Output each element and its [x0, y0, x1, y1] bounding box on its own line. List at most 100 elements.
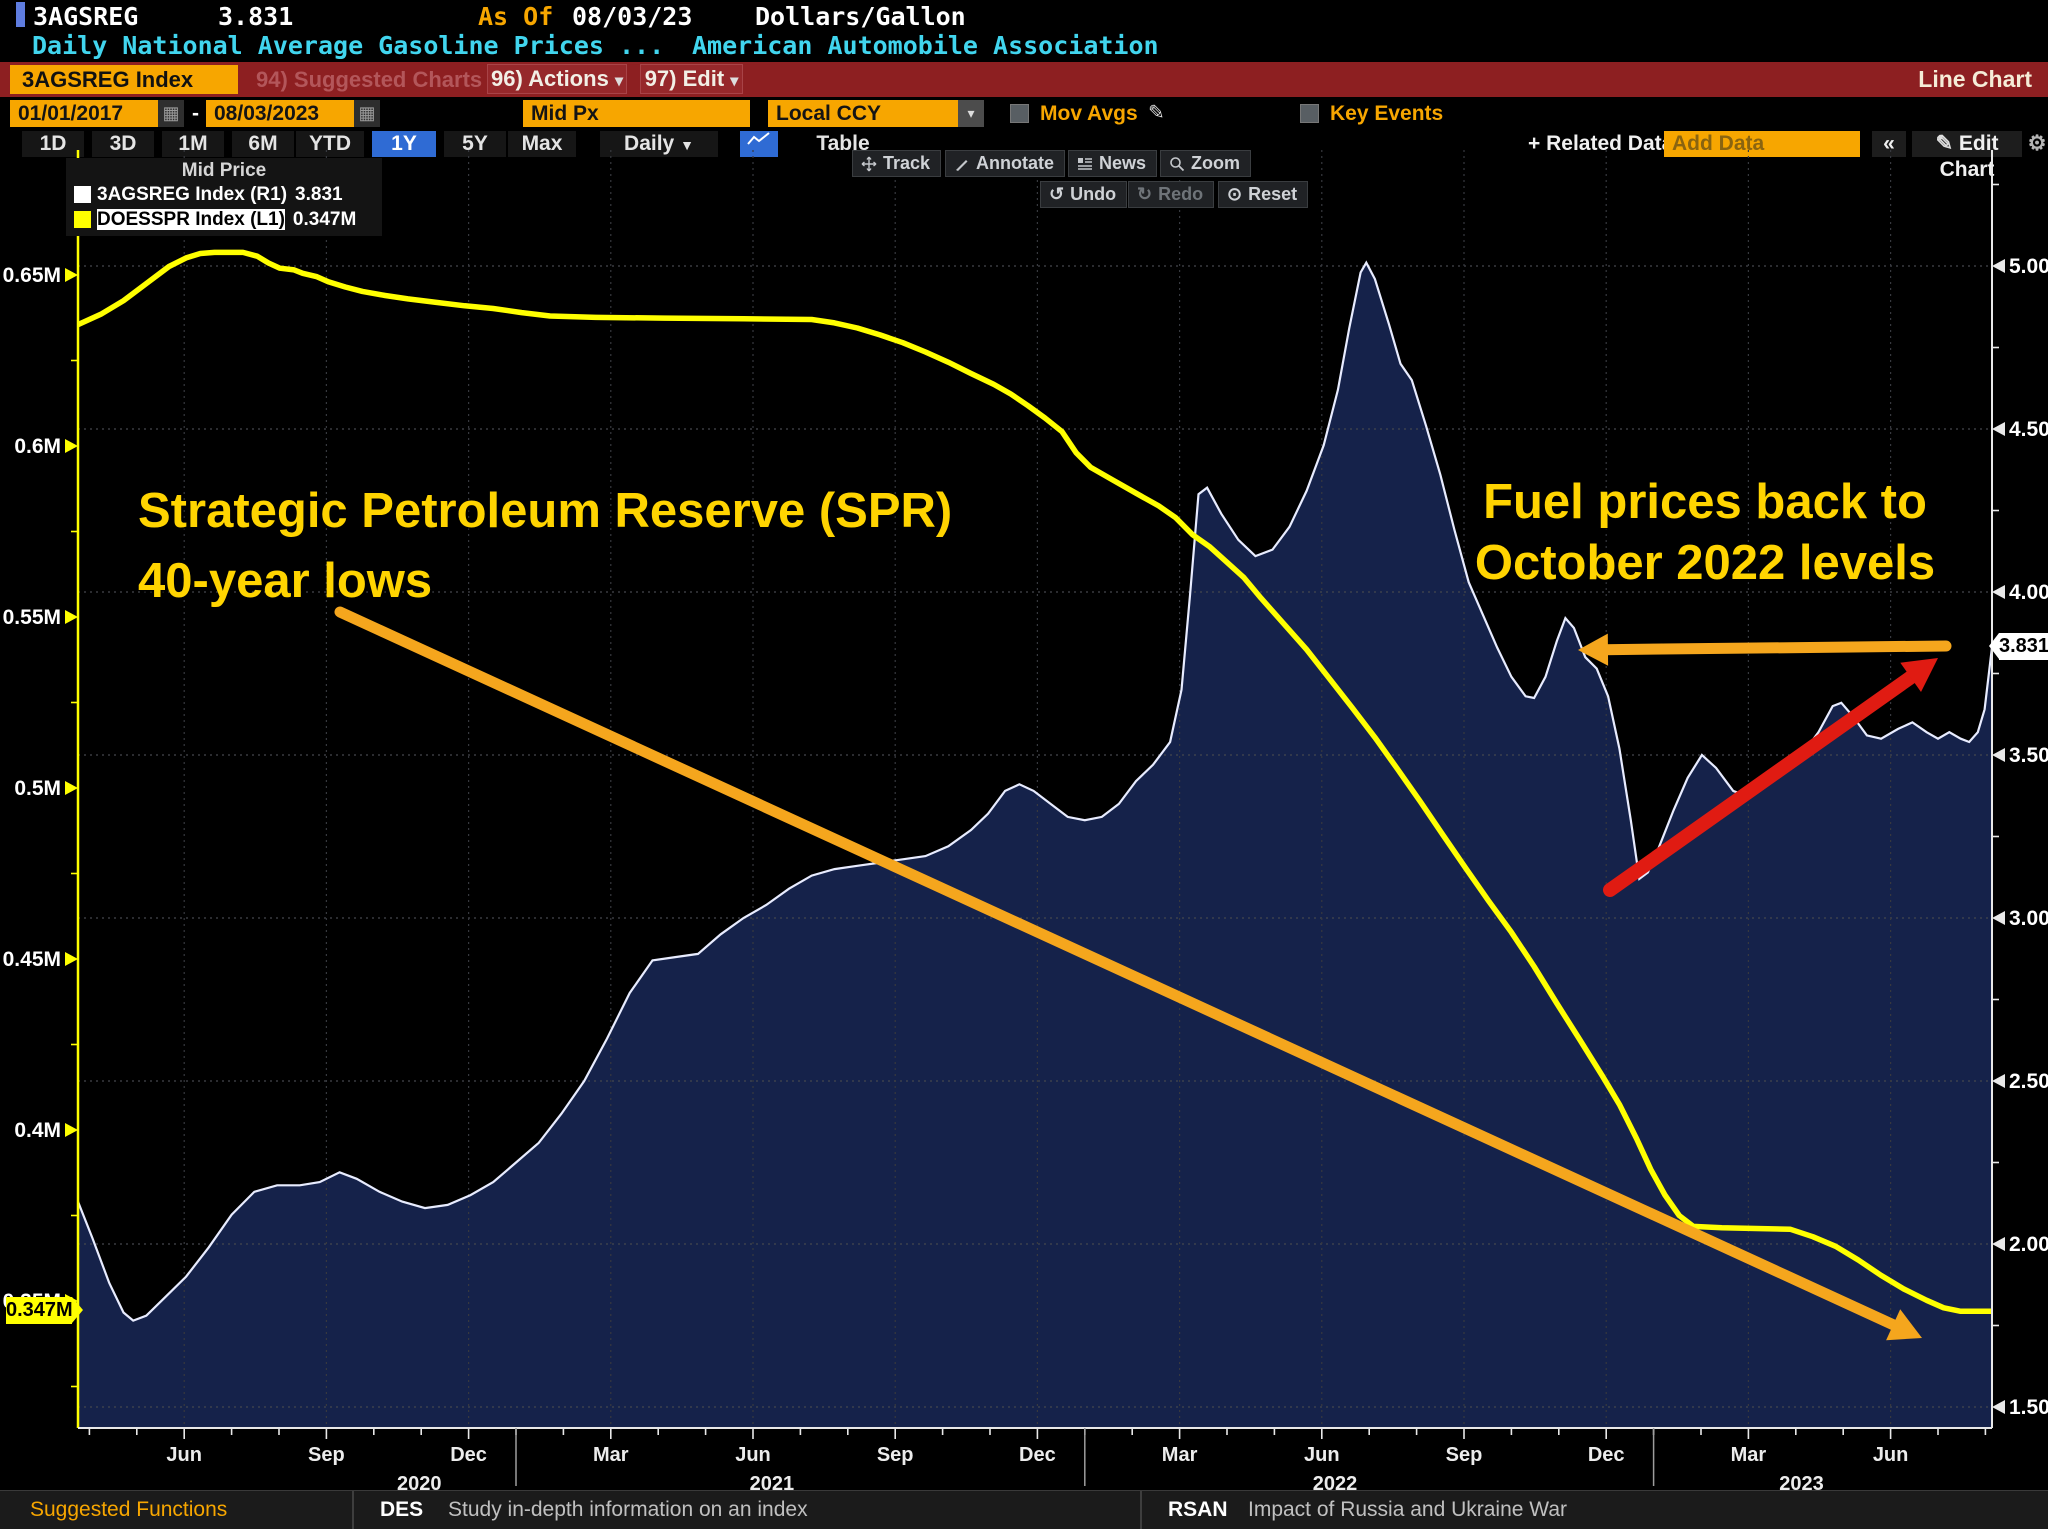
- spr-lows-arrow: [334, 606, 1903, 1333]
- calendar-icon[interactable]: ▦: [354, 100, 380, 127]
- line-chart-icon[interactable]: [740, 131, 778, 157]
- x-axis-label: Jun: [166, 1444, 202, 1466]
- as-of-label: As Of: [478, 2, 554, 31]
- tab-period-ytd[interactable]: YTD: [296, 131, 364, 157]
- news-icon: [1078, 157, 1092, 170]
- related-data-button[interactable]: + Related Data: [1528, 132, 1674, 155]
- y-axis-label-left: 0.65M: [3, 264, 61, 287]
- x-axis-label: Sep: [1446, 1444, 1483, 1466]
- news-button[interactable]: News: [1068, 150, 1158, 177]
- add-data-input[interactable]: [1664, 131, 1860, 157]
- edit-chart-button[interactable]: ✎ Edit Chart: [1912, 131, 2022, 181]
- function-code[interactable]: DES: [380, 1498, 424, 1521]
- tab-period-1m[interactable]: 1M: [162, 131, 224, 157]
- left-tick-pointer: [65, 610, 78, 624]
- fuel-annotation: Fuel prices back to October 2022 levels: [1474, 475, 1936, 590]
- y-axis-label-left: 0.55M: [3, 606, 61, 629]
- last-price: 3.831: [218, 2, 294, 31]
- left-tick-pointer: [65, 952, 78, 966]
- description-row: Daily National Average Gasoline Prices .…: [0, 31, 2048, 61]
- status-bar: Suggested Functions DES Study in-depth i…: [0, 1490, 2048, 1529]
- spr-annotation: Strategic Petroleum Reserve (SPR) 40-yea…: [138, 484, 953, 608]
- right-tick-pointer: [1992, 259, 2005, 273]
- pencil-icon[interactable]: ✎: [1148, 102, 1165, 124]
- collapse-button[interactable]: «: [1872, 131, 1906, 157]
- series-swatch: [74, 186, 91, 203]
- calendar-icon[interactable]: ▦: [158, 100, 184, 127]
- mov-avgs-checkbox[interactable]: [1010, 104, 1029, 123]
- y-axis-label-right: 2.000: [2009, 1233, 2048, 1256]
- legend-title: Mid Price: [181, 160, 267, 181]
- x-axis-label: Jun: [1304, 1444, 1340, 1466]
- x-axis-label: Dec: [1019, 1444, 1056, 1466]
- tab-period-1d[interactable]: 1D: [22, 131, 84, 157]
- price-rebound-arrow: [1603, 667, 1922, 897]
- gasoline-price-line: [78, 260, 1992, 1322]
- price-field-select[interactable]: Mid Px: [523, 100, 750, 127]
- spr-lows-arrow-head: [1886, 1309, 1922, 1341]
- y-axis-label-right: 5.000: [2009, 255, 2048, 278]
- date-from-field[interactable]: 01/01/2017: [10, 100, 158, 127]
- security-button[interactable]: 3AGSREG Index: [10, 65, 238, 94]
- chevron-down-icon: ▼: [680, 137, 694, 153]
- data-source: American Automobile Association: [692, 31, 1159, 60]
- currency-select[interactable]: Local CCY: [768, 100, 958, 127]
- gear-icon[interactable]: ⚙: [2026, 131, 2048, 157]
- frequency-dropdown[interactable]: Daily ▼: [600, 131, 718, 157]
- date-to-field[interactable]: 08/03/2023: [206, 100, 354, 127]
- key-events-checkbox[interactable]: [1300, 104, 1319, 123]
- left-tick-pointer: [65, 781, 78, 795]
- left-tick-pointer: [65, 268, 78, 282]
- undo-icon: ↺: [1049, 184, 1065, 204]
- spr-last-value-badge: 0.347M: [6, 1297, 83, 1324]
- x-axis-label: Sep: [877, 1444, 914, 1466]
- annotate-icon: [956, 159, 968, 171]
- chart-type-label: Line Chart: [1918, 66, 2032, 92]
- y-axis-label-left: 0.45M: [3, 948, 61, 971]
- right-tick-pointer: [1992, 911, 2005, 925]
- track-button[interactable]: Track: [852, 150, 942, 177]
- suggested-charts-item[interactable]: 94) Suggested Charts: [256, 67, 483, 92]
- function-code[interactable]: RSAN: [1168, 1498, 1228, 1521]
- undo-button[interactable]: ↺ Undo: [1040, 181, 1128, 208]
- menu-bar: 3AGSREG Index 94) Suggested Charts 96) A…: [0, 62, 2048, 97]
- x-axis-label: Mar: [1731, 1444, 1767, 1466]
- legend-row-spr[interactable]: DOESSPR Index (L1) 0.347M: [66, 207, 382, 232]
- x-axis-label: Mar: [1162, 1444, 1198, 1466]
- function-desc[interactable]: Impact of Russia and Ukraine War: [1248, 1498, 1568, 1521]
- tab-period-6m[interactable]: 6M: [232, 131, 294, 157]
- right-tick-pointer: [1992, 1074, 2005, 1088]
- annotate-button[interactable]: Annotate: [945, 150, 1065, 177]
- y-axis-label-left: 0.5M: [14, 777, 61, 800]
- pencil-icon: ✎: [1935, 132, 1954, 155]
- spr-line-series: [78, 249, 1992, 1315]
- tab-period-3d[interactable]: 3D: [92, 131, 154, 157]
- reset-button[interactable]: ⊙ Reset: [1218, 181, 1309, 208]
- function-desc[interactable]: Study in-depth information on an index: [448, 1498, 808, 1521]
- edit-menu[interactable]: 97) Edit ▾: [640, 64, 743, 94]
- right-tick-pointer: [1992, 422, 2005, 436]
- x-axis-label: Sep: [308, 1444, 345, 1466]
- key-events-label: Key Events: [1330, 102, 1444, 125]
- actions-menu[interactable]: 96) Actions ▾: [487, 64, 627, 94]
- suggested-functions-label[interactable]: Suggested Functions: [30, 1498, 228, 1521]
- reset-icon: ⊙: [1227, 184, 1243, 204]
- tab-period-1y[interactable]: 1Y: [372, 131, 436, 157]
- x-axis-label: Dec: [1588, 1444, 1625, 1466]
- zoom-button[interactable]: Zoom: [1160, 150, 1251, 177]
- unit-label: Dollars/Gallon: [755, 2, 966, 31]
- currency-dropdown-button[interactable]: ▾: [958, 100, 984, 127]
- ticker: 3AGSREG: [33, 2, 139, 31]
- tab-period-max[interactable]: Max: [508, 131, 576, 157]
- legend-row-gasoline[interactable]: 3AGSREG Index (R1) 3.831: [66, 182, 382, 207]
- track-icon: [861, 156, 877, 171]
- right-tick-pointer: [1992, 1400, 2005, 1414]
- x-axis-year-label: 2020: [397, 1473, 442, 1495]
- redo-button[interactable]: ↻ Redo: [1128, 181, 1215, 208]
- y-axis-label-right: 3.000: [2009, 907, 2048, 930]
- left-tick-pointer: [65, 439, 78, 453]
- x-axis-label: Dec: [450, 1444, 487, 1466]
- tab-period-5y[interactable]: 5Y: [444, 131, 506, 157]
- y-axis-label-right: 3.500: [2009, 744, 2048, 767]
